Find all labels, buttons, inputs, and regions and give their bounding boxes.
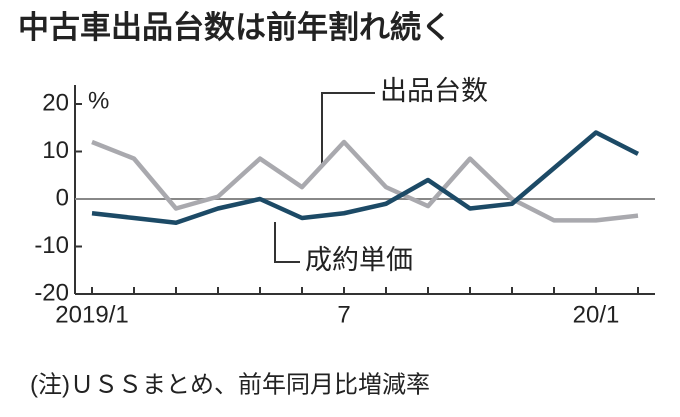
y-unit: % <box>88 87 109 114</box>
series-line <box>91 139 639 223</box>
y-tick-label: -20 <box>34 279 69 306</box>
chart-title: 中古車出品台数は前年割れ続く <box>18 10 452 45</box>
leader-line <box>321 92 375 165</box>
x-tick-label: 2019/1 <box>55 301 128 328</box>
series-label: 出品台数 <box>380 76 488 106</box>
x-tick-label: 20/1 <box>573 301 620 328</box>
x-tick-label: 7 <box>337 301 350 328</box>
note: (注)ＵＳＳまとめ、前年同月比増減率 <box>30 371 430 398</box>
leader-line <box>274 222 300 263</box>
y-tick-label: 10 <box>42 137 69 164</box>
y-tick-label: -10 <box>34 232 69 259</box>
series-label: 成約単価 <box>305 245 413 275</box>
y-tick-label: 20 <box>42 89 69 116</box>
y-tick-label: 0 <box>56 184 69 211</box>
series-line <box>91 130 640 225</box>
